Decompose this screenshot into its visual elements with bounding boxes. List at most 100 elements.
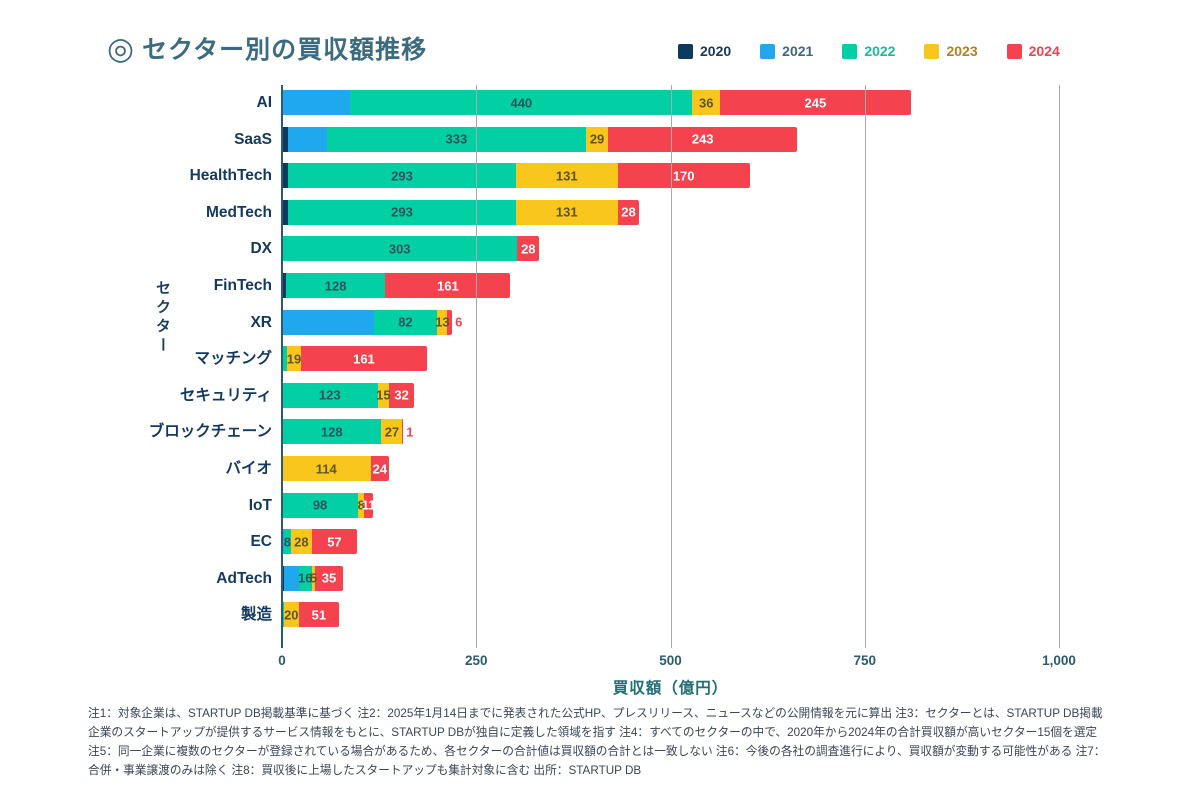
legend-item-2023: 2023 xyxy=(924,43,978,59)
bar-value-label: 19 xyxy=(286,351,302,367)
bar-value-label: 123 xyxy=(318,387,341,403)
bar-value-label: 1 xyxy=(406,424,414,440)
bar-value-label: 28 xyxy=(621,204,636,220)
bar-segment-2022: 293 xyxy=(288,163,516,189)
bar-segment-2024: 170 xyxy=(617,163,750,189)
bar-value-label: 98 xyxy=(312,497,328,513)
chart-title: セクター別の買収額推移 xyxy=(142,36,428,64)
bar-segment-2024: 6 xyxy=(447,309,462,335)
category-label-マッチング: マッチング xyxy=(194,350,272,368)
bar-segment-2021 xyxy=(283,565,300,591)
legend-label-2021: 2021 xyxy=(782,43,814,59)
bar-value-label: 82 xyxy=(398,314,413,330)
bar-segment-2022: 128 xyxy=(282,419,382,445)
footnote: 注1：対象企業は、STARTUP DB掲載基準に基づく 注2：2025年1月14… xyxy=(88,707,1106,777)
category-label-EC: EC xyxy=(250,533,272,551)
bar-segment-2024: 1 xyxy=(402,419,413,445)
bar-value-label: 36 xyxy=(699,95,714,110)
bar-segment-2024: 24 xyxy=(370,456,390,481)
bar-row-AI: 440 36 245 xyxy=(282,90,911,115)
bar-segment-2022: 16 xyxy=(298,565,313,591)
bar-value-label: 128 xyxy=(320,424,343,440)
bar-segment-2022: 303 xyxy=(282,236,518,262)
bar-value-label: 27 xyxy=(384,424,400,440)
bar-value-label: 333 xyxy=(445,131,468,147)
gridline-250 xyxy=(476,85,478,648)
category-label-XR: XR xyxy=(250,313,272,331)
bar-value-label: 28 xyxy=(294,534,309,550)
bar-row-DX: 303 28 xyxy=(282,236,540,262)
bar-segment-2021 xyxy=(288,126,328,152)
bar-segment-2022: 128 xyxy=(285,273,386,298)
legend-swatch-2024 xyxy=(1006,43,1022,59)
bar-value-label: 16 xyxy=(298,570,313,586)
plot-area: 440 36 245 333 29 243 293 131 170 293 131 28 303 28 12… xyxy=(281,85,1060,648)
x-axis-title: 買収額（億円） xyxy=(612,680,729,697)
bar-row-EC: 8 28 57 xyxy=(282,529,357,555)
bar-value-label: 51 xyxy=(311,607,327,623)
bar-row-FinTech: 128 161 xyxy=(282,273,511,298)
bar-segment-2022: 293 xyxy=(288,199,516,225)
bar-value-label: 8 xyxy=(283,534,292,550)
bar-value-label: 243 xyxy=(691,131,714,147)
category-label-FinTech: FinTech xyxy=(213,277,272,294)
bar-value-label: 13 xyxy=(435,314,450,330)
bar-value-label: 57 xyxy=(327,534,342,550)
legend-label-2022: 2022 xyxy=(864,43,896,59)
y-axis-title: セクター xyxy=(154,280,171,356)
bar-segment-2024: 32 xyxy=(389,382,415,408)
bar-segment-2024: 245 xyxy=(720,90,911,115)
bar-segment-2023: 28 xyxy=(290,529,313,555)
bar-row-セキュリティ: 123 15 32 xyxy=(282,382,415,408)
bar-segment-2020 xyxy=(282,199,289,225)
legend-swatch-2021 xyxy=(760,43,776,59)
bar-segment-2022 xyxy=(282,346,287,372)
bar-segment-2023: 19 xyxy=(286,346,302,372)
bar-value-label: 5 xyxy=(309,570,318,586)
bar-value-label: 114 xyxy=(315,461,337,476)
legend-item-2021: 2021 xyxy=(760,43,813,59)
bar-value-label: 170 xyxy=(672,168,695,184)
category-label-SaaS: SaaS xyxy=(234,130,272,148)
legend-swatch-2020 xyxy=(678,43,693,59)
x-tick-label-1000: 1,000 xyxy=(1042,653,1076,668)
bar-value-label: 8 xyxy=(357,497,365,513)
bar-segment-2024: 35 xyxy=(315,565,343,591)
bar-segment-2023: 8 xyxy=(357,492,365,518)
bar-segment-2024: 57 xyxy=(312,529,357,555)
bar-row-AdTech: 16 5 35 xyxy=(282,565,343,591)
bar-value-label: 161 xyxy=(437,278,459,293)
legend-item-2020: 2020 xyxy=(678,43,731,59)
bar-row-バイオ: 114 24 xyxy=(282,456,390,481)
bar-value-label: 293 xyxy=(391,168,413,184)
bar-segment-2023: 114 xyxy=(282,456,371,481)
bar-row-製造: 20 51 xyxy=(282,602,339,628)
bar-segment-2021 xyxy=(282,309,374,335)
bar-segment-2023: 29 xyxy=(585,126,609,152)
category-label-AdTech: AdTech xyxy=(216,569,272,587)
bar-value-label: 303 xyxy=(388,241,411,257)
bar-segment-2024: 161 xyxy=(385,273,511,298)
bar-value-label: 131 xyxy=(555,204,578,220)
bar-segment-2024: 28 xyxy=(517,236,540,262)
bar-value-label: 15 xyxy=(376,387,391,403)
legend-label-2020: 2020 xyxy=(700,43,732,59)
bar-segment-2020 xyxy=(282,273,286,298)
legend-item-2022: 2022 xyxy=(842,43,895,59)
category-label-ブロックチェーン: ブロックチェーン xyxy=(148,423,272,441)
gridline-500 xyxy=(670,85,672,648)
bar-value-label: 128 xyxy=(324,278,347,293)
bar-row-SaaS: 333 29 243 xyxy=(282,126,798,152)
x-tick-label-750: 750 xyxy=(853,653,877,668)
bar-segment-2023: 20 xyxy=(283,602,300,628)
gridline-0 xyxy=(281,85,283,648)
bar-segment-2024: 161 xyxy=(301,346,427,372)
bar-row-HealthTech: 293 131 170 xyxy=(282,163,750,189)
bar-value-label: 11 xyxy=(361,497,376,513)
bar-segment-2020 xyxy=(282,163,289,189)
legend: 2020 2021 2022 2023 2024 xyxy=(678,43,1060,59)
bar-value-label: 293 xyxy=(391,204,413,220)
gridline-1000 xyxy=(1059,85,1060,648)
legend-item-2024: 2024 xyxy=(1006,43,1060,59)
bar-value-label: 131 xyxy=(555,168,578,184)
